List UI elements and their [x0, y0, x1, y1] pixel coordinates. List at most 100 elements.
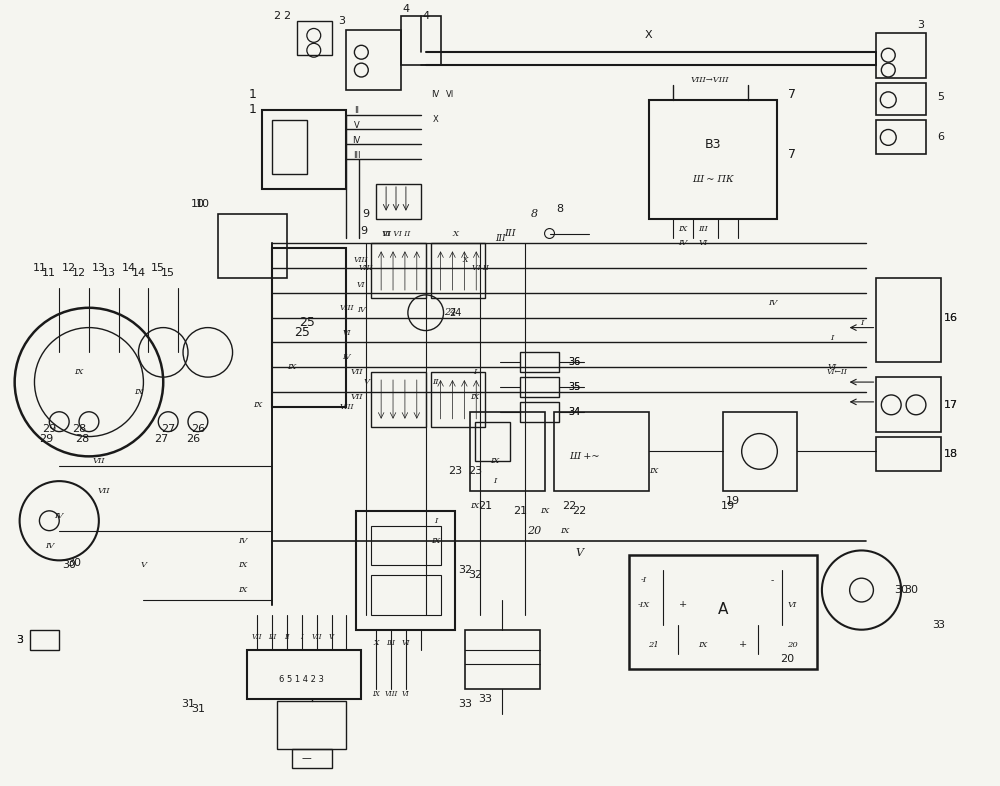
- Text: 10: 10: [191, 199, 205, 209]
- Text: I: I: [493, 477, 497, 485]
- Text: 30: 30: [894, 585, 908, 595]
- Text: 22: 22: [562, 501, 576, 511]
- Bar: [371, 526, 441, 565]
- Text: III: III: [504, 229, 516, 238]
- Text: 21: 21: [648, 641, 659, 648]
- Text: 9: 9: [360, 226, 367, 236]
- Text: 17: 17: [944, 400, 958, 410]
- Text: VI: VI: [788, 601, 797, 609]
- Bar: [465, 630, 540, 689]
- Bar: [346, 31, 401, 90]
- Bar: [723, 412, 797, 491]
- Text: IV: IV: [768, 299, 777, 307]
- Text: +: +: [739, 640, 747, 649]
- Text: 20: 20: [528, 526, 542, 535]
- Text: 4: 4: [402, 4, 409, 13]
- Text: III: III: [387, 638, 396, 647]
- Text: VII: VII: [98, 487, 110, 495]
- Text: 21: 21: [513, 506, 527, 516]
- Bar: [431, 244, 485, 298]
- Text: 31: 31: [191, 704, 205, 714]
- Text: 2: 2: [274, 10, 281, 20]
- Text: VI: VI: [698, 240, 708, 248]
- Text: IV: IV: [357, 306, 366, 314]
- Text: IV: IV: [352, 136, 361, 145]
- Text: IV: IV: [45, 542, 54, 549]
- Text: I: I: [301, 633, 303, 641]
- Text: IX: IX: [431, 537, 440, 545]
- Text: B3: B3: [705, 138, 721, 151]
- Bar: [649, 100, 777, 219]
- Text: IX: IX: [372, 690, 380, 698]
- Bar: [356, 511, 455, 630]
- Text: 1: 1: [248, 103, 256, 116]
- Text: 35: 35: [568, 382, 580, 392]
- Bar: [218, 214, 287, 278]
- Text: 16: 16: [944, 313, 958, 323]
- Text: IV: IV: [342, 354, 351, 362]
- Text: III: III: [698, 225, 708, 233]
- Bar: [520, 352, 559, 372]
- Text: VI: VI: [342, 329, 351, 336]
- Text: 26: 26: [191, 424, 205, 434]
- Text: VIII: VIII: [339, 403, 354, 411]
- Text: +: +: [679, 601, 687, 609]
- Bar: [876, 119, 926, 154]
- Text: VI: VI: [402, 690, 410, 698]
- Text: IX: IX: [238, 561, 247, 569]
- Text: VI: VI: [357, 281, 366, 289]
- Text: IX: IX: [287, 363, 297, 371]
- Bar: [876, 83, 926, 115]
- Text: 11: 11: [42, 268, 56, 278]
- Text: 8: 8: [531, 209, 538, 219]
- Bar: [876, 34, 926, 78]
- Text: 21: 21: [478, 501, 492, 511]
- Bar: [554, 412, 649, 491]
- Text: IV: IV: [55, 512, 64, 520]
- Text: 23: 23: [468, 466, 482, 476]
- Text: 12: 12: [62, 263, 76, 274]
- Text: 36: 36: [568, 358, 580, 367]
- Text: IX: IX: [134, 388, 143, 396]
- Text: 36: 36: [568, 358, 580, 367]
- Text: 15: 15: [161, 268, 175, 278]
- Text: 23: 23: [448, 466, 462, 476]
- Text: V: V: [363, 378, 369, 386]
- Text: 32: 32: [458, 565, 472, 575]
- Bar: [371, 372, 426, 427]
- Bar: [30, 630, 59, 649]
- Text: VII: VII: [252, 633, 263, 641]
- Text: 10: 10: [196, 199, 210, 209]
- Bar: [876, 436, 941, 472]
- Text: I: I: [474, 368, 477, 376]
- Text: VI II: VI II: [472, 264, 489, 272]
- Text: 24: 24: [444, 308, 457, 318]
- Text: V: V: [575, 549, 583, 558]
- Text: 35: 35: [568, 382, 580, 392]
- Text: II: II: [354, 106, 359, 116]
- Text: VIII→VIII: VIII→VIII: [691, 76, 729, 84]
- Text: 32: 32: [468, 570, 482, 580]
- Text: VIII: VIII: [354, 256, 369, 264]
- Bar: [371, 244, 426, 298]
- Text: 1: 1: [248, 88, 256, 101]
- Text: IX: IX: [74, 368, 84, 376]
- Text: X: X: [374, 638, 379, 647]
- Text: IX: IX: [471, 502, 480, 510]
- Text: 20: 20: [780, 655, 794, 664]
- Text: 8: 8: [556, 204, 563, 214]
- Text: 19: 19: [726, 496, 740, 506]
- Text: 16: 16: [944, 313, 958, 323]
- Text: A: A: [718, 602, 728, 617]
- Text: VI←II: VI←II: [826, 368, 847, 376]
- Text: IX: IX: [679, 225, 688, 233]
- Text: 5: 5: [937, 92, 944, 102]
- Text: V: V: [140, 561, 146, 569]
- Bar: [292, 748, 332, 769]
- Text: 6: 6: [937, 132, 944, 142]
- Bar: [629, 556, 817, 670]
- Text: 7: 7: [788, 148, 796, 161]
- Text: IX: IX: [649, 467, 658, 476]
- Text: IX: IX: [471, 393, 480, 401]
- Text: I: I: [434, 516, 437, 525]
